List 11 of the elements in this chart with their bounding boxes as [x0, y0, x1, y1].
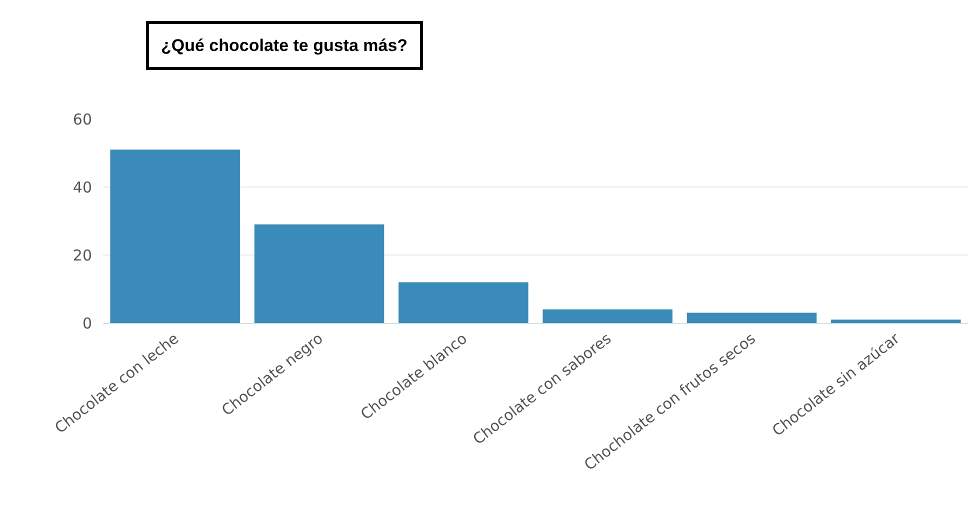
bar: [686, 312, 817, 323]
y-tick-label: 60: [72, 110, 92, 128]
y-tick-label: 40: [72, 178, 92, 196]
chart-title: ¿Qué chocolate te gusta más?: [161, 36, 408, 55]
y-tick-label: 20: [72, 246, 92, 264]
bar: [398, 282, 528, 323]
bar: [542, 309, 672, 323]
y-tick-label: 0: [82, 314, 92, 332]
bar: [110, 150, 240, 323]
bar: [254, 224, 384, 323]
bar: [831, 320, 961, 323]
